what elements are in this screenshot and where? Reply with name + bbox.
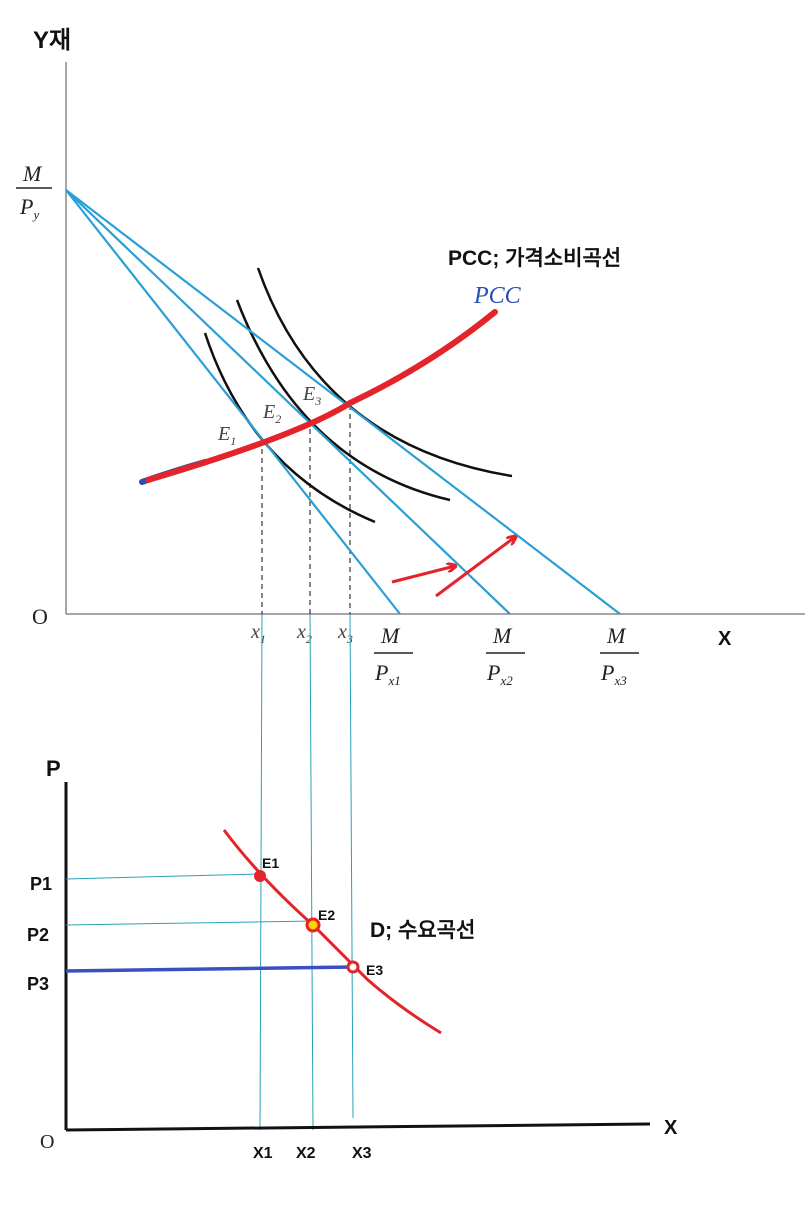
intercept-m-px1-denominator: Px1 [374,660,401,688]
point-label-e1: E1 [262,855,279,871]
quantity-label-x2: x2 [296,621,312,646]
quantity-label-X1: X1 [253,1145,273,1162]
intercept-m-px3: M Px3 [600,623,639,688]
quantity-label-X2: X2 [296,1145,316,1162]
intercept-m-py-numerator: M [22,161,43,186]
pcc-caption: PCC; 가격소비곡선 [448,247,621,270]
budget-line-3 [65,189,621,615]
pcc-curve [145,309,498,483]
budget-line-1 [65,189,401,615]
top-y-axis-label: Y재 [33,27,71,54]
indifference-curve-2 [235,299,451,502]
intercept-m-px1-numerator: M [380,623,401,648]
intercept-m-px2: M Px2 [486,623,525,688]
shift-arrow-1 [391,566,455,584]
intercept-m-px2-denominator: Px2 [486,660,513,688]
intercept-m-py-denominator: Py [19,194,39,222]
intercept-m-px3-denominator: Px3 [600,660,627,688]
price-guide-p2 [65,920,314,926]
price-label-p3: P3 [27,974,49,994]
intercept-m-px3-numerator: M [606,623,627,648]
bottom-x-axis-label: X [664,1117,678,1139]
pcc-curve-label: PCC [473,283,522,309]
top-x-axis-label: X [718,628,732,650]
quantity-label-X3: X3 [352,1145,372,1162]
point-label-e2: E2 [318,907,335,923]
connector-line-x2 [309,613,314,1131]
quantity-label-x1: x1 [250,621,266,646]
intercept-m-py: M Py [16,161,52,222]
price-guide-p3 [65,965,354,973]
shift-arrow-2 [435,537,515,598]
quantity-label-x3: x3 [337,621,353,646]
demand-caption: D; 수요곡선 [370,919,475,942]
top-panel: Y재 M Py O x1 x2 x3 M Px1 M Px2 M Px3 [16,27,805,688]
point-label-e3: E3 [366,962,383,978]
equilibrium-label-e3: E3 [302,383,321,408]
bottom-panel: E1 E2 E3 P O X P1 P2 P3 X1 X2 X3 D; 수요곡선 [27,756,678,1162]
point-e3 [346,960,360,974]
point-e1 [254,870,266,882]
connector-line-x3 [349,613,354,1119]
equilibrium-label-e2: E2 [262,401,281,426]
point-e2 [305,917,321,933]
price-guide-p1 [65,873,261,880]
intercept-m-px2-numerator: M [492,623,513,648]
price-label-p1: P1 [30,874,52,894]
bottom-x-axis [65,1122,651,1132]
bottom-origin-label: O [40,1131,54,1153]
top-origin-label: O [32,604,48,629]
budget-line-2 [65,189,511,615]
price-label-p2: P2 [27,925,49,945]
intercept-m-px1: M Px1 [374,623,413,688]
bottom-y-axis-label: P [46,756,61,781]
equilibrium-label-e1: E1 [217,423,236,448]
